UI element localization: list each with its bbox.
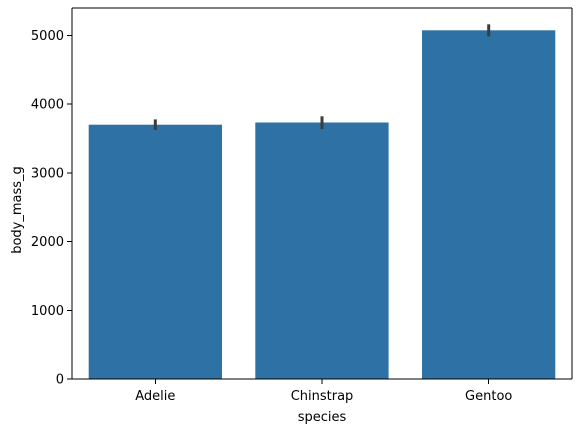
x-axis-label: species	[298, 410, 347, 425]
y-tick-label: 4000	[31, 98, 64, 113]
x-tick-label-adelie: Adelie	[135, 389, 175, 404]
y-axis-label: body_mass_g	[10, 166, 25, 254]
bars-layer	[88, 30, 556, 380]
labels-layer: species body_mass_g	[10, 166, 346, 425]
axes-layer: 0 1000 2000 3000 4000 5000 Adelie Chinstrap Gent…	[31, 7, 573, 404]
bar-chinstrap	[255, 122, 389, 379]
y-tick-label: 3000	[31, 166, 64, 181]
y-tick-label: 0	[56, 373, 64, 388]
bar-adelie	[88, 124, 222, 379]
error-bars-layer	[153, 24, 491, 130]
bar-gentoo	[422, 30, 556, 380]
y-tick-label: 5000	[31, 29, 64, 44]
y-tick-label: 1000	[31, 304, 64, 319]
y-tick-label: 2000	[31, 235, 64, 250]
x-tick-label-gentoo: Gentoo	[465, 389, 512, 404]
x-tick-label-chinstrap: Chinstrap	[291, 389, 354, 404]
